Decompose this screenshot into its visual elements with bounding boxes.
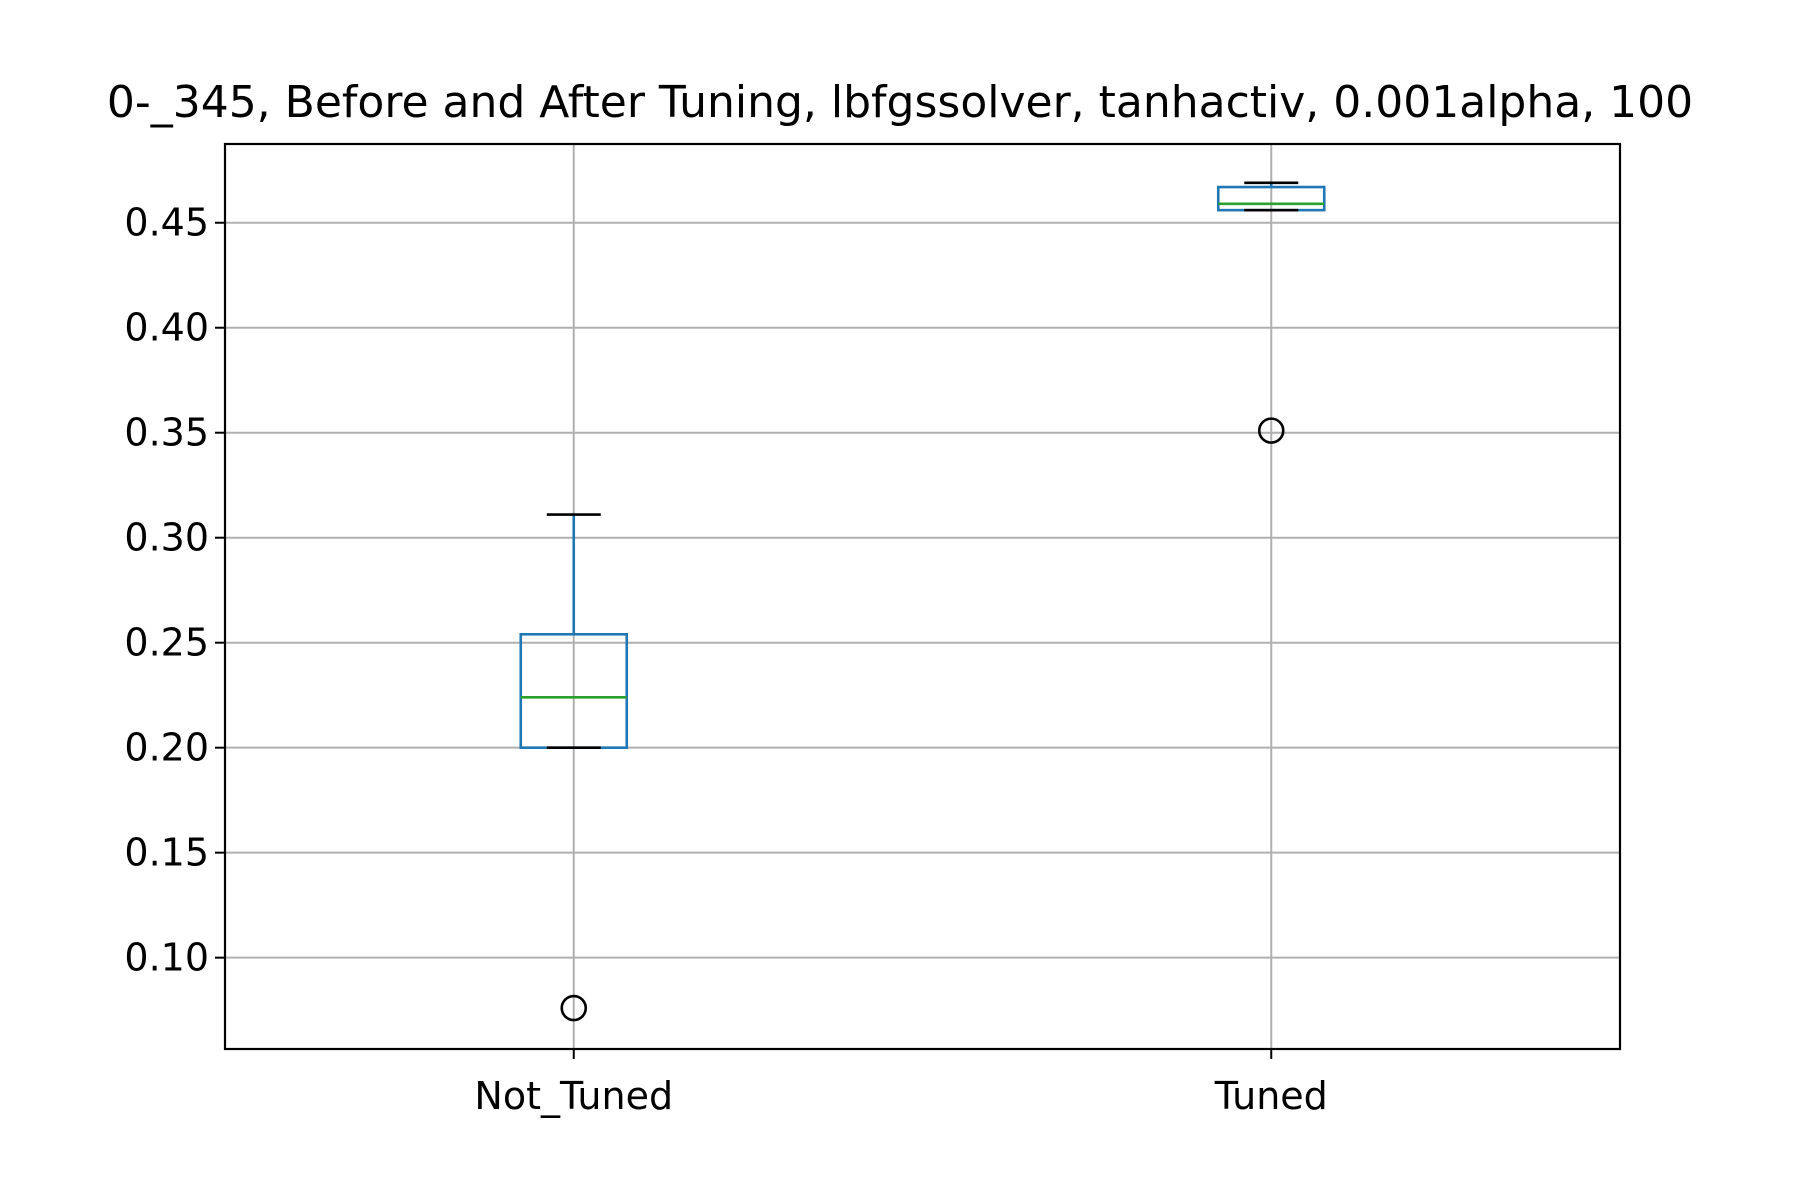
y-tick-label: 0.25: [124, 621, 209, 665]
box-tuned: [1216, 181, 1326, 444]
y-tick-label: 0.35: [124, 411, 209, 455]
x-tick-label: Tuned: [1214, 1074, 1328, 1118]
y-tick-label: 0.10: [124, 936, 209, 980]
axis-ticks: 0.10 0.15 0.20 0.25 0.30 0.35 0.40 0.45 Not_Tune…: [124, 201, 1327, 1118]
chart-title: 0-_345, Before and After Tuning, lbfgsso…: [107, 77, 1693, 128]
y-tick-label: 0.30: [124, 516, 209, 560]
grid-lines: [225, 144, 1620, 1049]
plot-frame: [223, 142, 1622, 1051]
y-tick-label: 0.45: [124, 201, 209, 245]
y-tick-label: 0.40: [124, 306, 209, 350]
box-not-tuned: [519, 513, 629, 1022]
outlier-point: [1257, 417, 1285, 444]
x-tick-label: Not_Tuned: [474, 1074, 673, 1118]
outlier-point: [560, 994, 588, 1022]
y-tick-label: 0.20: [124, 726, 209, 770]
y-tick-label: 0.15: [124, 831, 209, 875]
box-marks: [519, 181, 1326, 1022]
